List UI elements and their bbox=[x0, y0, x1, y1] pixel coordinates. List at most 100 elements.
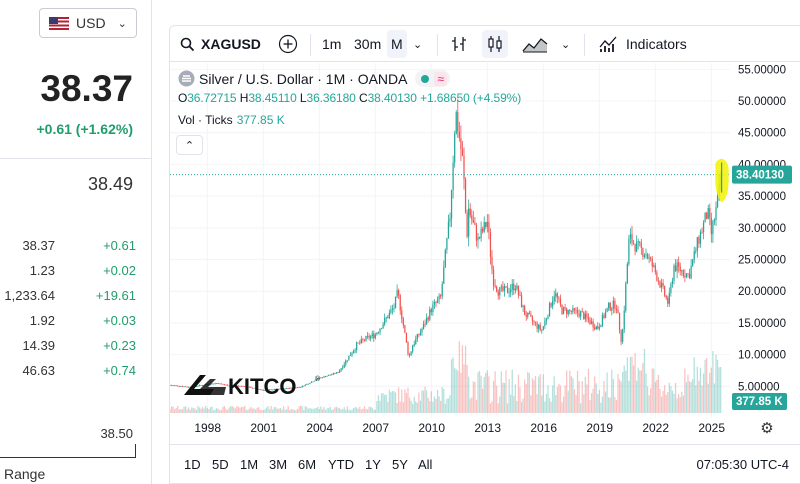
volume-bar bbox=[421, 390, 423, 413]
scale-settings-button[interactable]: ⚙ bbox=[757, 419, 777, 437]
candle-body bbox=[642, 247, 644, 257]
candle-body bbox=[186, 386, 188, 388]
candle-body bbox=[373, 333, 375, 339]
indicators-button[interactable]: Indicators bbox=[598, 26, 687, 62]
candle-body bbox=[634, 243, 636, 252]
candle-body bbox=[261, 389, 263, 391]
quote-row: 14.39 +0.23 bbox=[0, 338, 136, 358]
symbol-search[interactable]: XAGUSD bbox=[180, 26, 261, 62]
area-style-button[interactable] bbox=[522, 26, 548, 62]
interval-dropdown-icon[interactable]: ⌄ bbox=[413, 38, 423, 51]
volume-bar bbox=[701, 385, 703, 413]
candle-body bbox=[492, 269, 495, 286]
candle-body bbox=[175, 385, 177, 387]
range-1d[interactable]: 1D bbox=[184, 457, 201, 472]
interval-month[interactable]: M bbox=[387, 30, 407, 58]
candle-body bbox=[292, 387, 294, 389]
candle-body bbox=[421, 329, 423, 333]
candle-body bbox=[561, 304, 563, 314]
volume-bar bbox=[309, 407, 311, 413]
candle-body bbox=[234, 385, 236, 387]
volume-bar bbox=[430, 391, 432, 413]
volume-bar bbox=[376, 401, 378, 413]
market-status-pill[interactable]: ≈ bbox=[415, 70, 451, 87]
volume-bar bbox=[667, 392, 669, 413]
candle-body bbox=[531, 316, 534, 322]
quote-row-value: 14.39 bbox=[22, 338, 55, 353]
candle-body bbox=[184, 386, 187, 388]
volume-bar bbox=[603, 381, 605, 413]
candle-body bbox=[429, 309, 431, 320]
range-1y[interactable]: 1Y bbox=[365, 457, 381, 472]
volume-bar bbox=[520, 401, 523, 413]
chart-style-dropdown-icon[interactable]: ⌄ bbox=[561, 38, 571, 51]
volume-bar bbox=[170, 409, 171, 413]
candle-body bbox=[265, 389, 268, 391]
volume-bar bbox=[525, 383, 527, 413]
volume-bar bbox=[707, 383, 709, 413]
candle-body bbox=[499, 287, 501, 296]
candle-body bbox=[446, 237, 448, 250]
volume-bar bbox=[286, 409, 288, 413]
volume-bar bbox=[640, 370, 642, 413]
chevron-down-icon: ⌄ bbox=[117, 17, 127, 30]
x-tick-label: 2001 bbox=[250, 421, 277, 435]
volume-bar bbox=[477, 372, 479, 413]
range-all[interactable]: All bbox=[418, 457, 433, 472]
candle-body bbox=[485, 222, 487, 228]
volume-bar bbox=[370, 406, 372, 413]
range-ytd[interactable]: YTD bbox=[328, 457, 354, 472]
volume-bar bbox=[597, 393, 599, 413]
candle-body bbox=[629, 234, 632, 239]
candle-body bbox=[681, 270, 683, 272]
collapse-legend-button[interactable]: ⌃ bbox=[176, 135, 203, 155]
y-tick-label: 10.00000 bbox=[738, 350, 786, 362]
volume-bar bbox=[682, 395, 684, 413]
volume-bar bbox=[234, 408, 236, 413]
candle-body bbox=[712, 221, 714, 235]
volume-bar bbox=[502, 382, 504, 413]
candle-body bbox=[267, 389, 269, 391]
range-5y[interactable]: 5Y bbox=[392, 457, 408, 472]
range-3m[interactable]: 3M bbox=[269, 457, 288, 472]
candle-body bbox=[183, 386, 185, 388]
interval-1m[interactable]: 1m bbox=[322, 36, 342, 52]
candle-body bbox=[544, 320, 546, 327]
volume-bar bbox=[360, 409, 362, 413]
candle-body bbox=[275, 389, 277, 390]
volume-bar bbox=[656, 379, 658, 413]
volume-bar bbox=[524, 379, 526, 413]
volume-bar bbox=[418, 392, 420, 413]
range-6m[interactable]: 6M bbox=[298, 457, 317, 472]
candle-body bbox=[570, 310, 572, 312]
candle-body bbox=[387, 317, 389, 319]
volume-bar bbox=[631, 356, 633, 413]
price-chart[interactable]: 55.0000050.0000045.0000040.0000035.00000… bbox=[170, 63, 800, 443]
volume-bar bbox=[393, 391, 395, 413]
range-value: 38.50 bbox=[100, 426, 133, 441]
compare-symbol-button[interactable] bbox=[278, 26, 298, 62]
candle-body bbox=[502, 286, 504, 291]
candle-body bbox=[572, 308, 574, 312]
currency-select[interactable]: USD ⌄ bbox=[39, 8, 137, 38]
candle-body bbox=[317, 378, 319, 380]
volume-bar bbox=[340, 409, 342, 413]
volume-bar bbox=[468, 376, 470, 413]
range-1m[interactable]: 1M bbox=[240, 457, 259, 472]
volume-bar bbox=[354, 407, 356, 413]
volume-bar bbox=[226, 409, 229, 413]
volume-bar bbox=[480, 375, 482, 413]
bar-style-button[interactable] bbox=[450, 26, 468, 62]
candle-body bbox=[688, 273, 691, 279]
range-5d[interactable]: 5D bbox=[212, 457, 229, 472]
chart-widget: XAGUSD 1m 30m M ⌄ ⌄ Indicators 55.00000 5… bbox=[169, 25, 800, 484]
volume-bar bbox=[329, 406, 331, 413]
candle-style-button[interactable] bbox=[482, 30, 508, 58]
candle-body bbox=[494, 285, 496, 287]
interval-30m[interactable]: 30m bbox=[354, 36, 382, 52]
volume-bar bbox=[387, 401, 389, 413]
candle-body bbox=[628, 238, 630, 264]
candle-body bbox=[426, 317, 428, 325]
divider bbox=[437, 34, 438, 56]
candle-body bbox=[685, 273, 688, 278]
